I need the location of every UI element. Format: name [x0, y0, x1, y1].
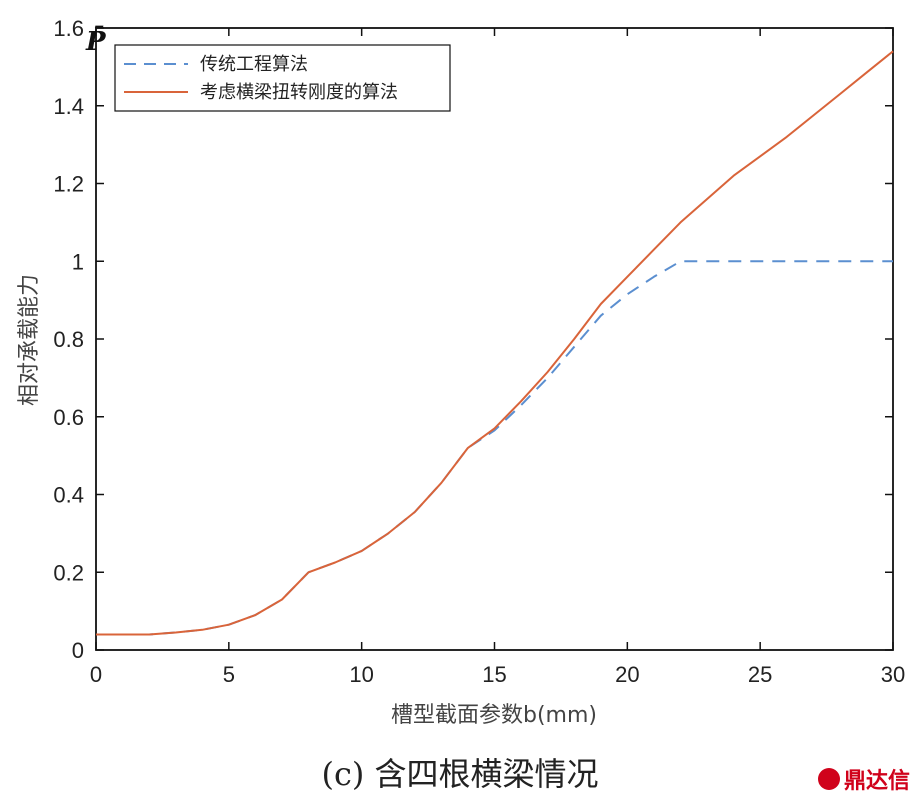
x-axis-title: 槽型截面参数b(mm)	[391, 703, 597, 728]
y-tick-label: 0.4	[53, 483, 84, 508]
watermark-logo-icon	[818, 768, 840, 790]
y-axis-title: 相对承载能力	[17, 274, 42, 406]
x-tick-label: 25	[748, 662, 772, 687]
watermark-text: 鼎达信	[844, 768, 910, 794]
y-tick-label: 1.4	[53, 94, 84, 119]
legend: 传统工程算法 考虑横梁扭转刚度的算法	[114, 44, 451, 112]
figure-caption: (c) 含四根横梁情况	[321, 755, 598, 793]
x-tick-label: 10	[349, 662, 373, 687]
watermark: 鼎达信	[818, 768, 910, 794]
x-axis: 0 5 10 15 20 25 30	[90, 28, 905, 687]
x-tick-label: 30	[881, 662, 905, 687]
y-axis: 0 0.2 0.4 0.6 0.8 1 1.2 1.4 1.6	[53, 16, 893, 663]
y-tick-label: 1.2	[53, 172, 84, 197]
y-tick-label: 1.6	[53, 16, 84, 41]
plot-area	[95, 27, 894, 651]
y-tick-label: 0.8	[53, 327, 84, 352]
legend-label-traditional: 传统工程算法	[200, 54, 308, 75]
x-tick-label: 15	[482, 662, 506, 687]
legend-box	[114, 44, 451, 112]
y-tick-label: 0.2	[53, 560, 84, 585]
y-tick-label: 0	[72, 638, 84, 663]
series-line-1	[96, 50, 894, 636]
series-line-0	[96, 260, 893, 636]
legend-label-torsion: 考虑横梁扭转刚度的算法	[200, 82, 398, 103]
x-tick-label: 0	[90, 662, 102, 687]
x-tick-label: 5	[223, 662, 235, 687]
y-tick-label: 1	[72, 249, 84, 274]
x-tick-label: 20	[615, 662, 639, 687]
y-axis-symbol: P̄	[85, 25, 107, 57]
series-layer	[96, 50, 894, 636]
y-tick-label: 0.6	[53, 405, 84, 430]
